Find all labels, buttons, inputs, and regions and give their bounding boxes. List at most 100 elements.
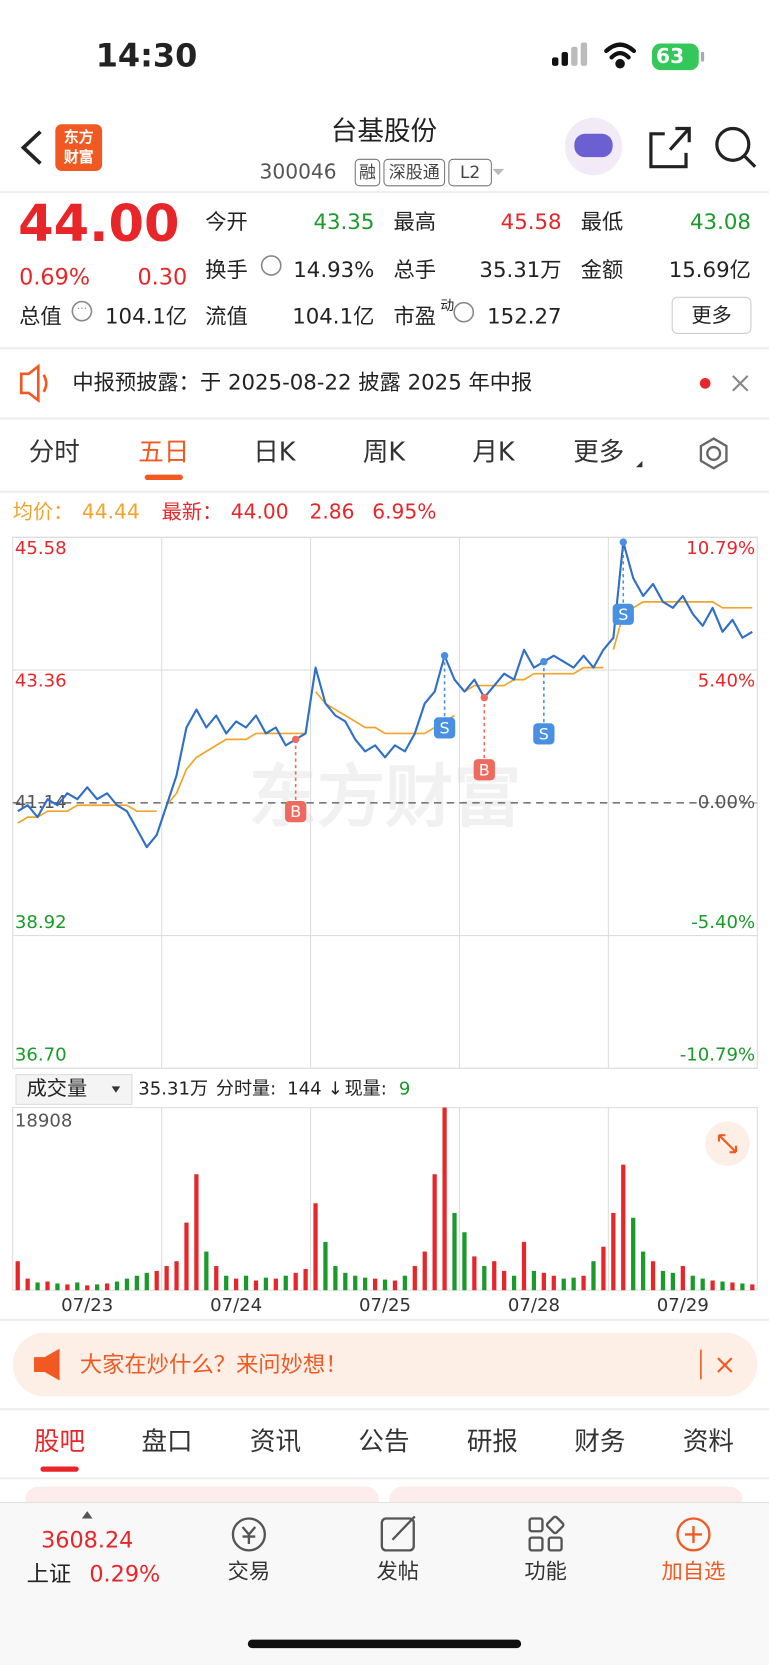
tag: 融: [359, 163, 376, 183]
field-value: 15.69亿: [669, 258, 751, 283]
volume-bar: [164, 1266, 169, 1291]
search-button[interactable]: [715, 126, 757, 168]
volume-bar: [184, 1222, 189, 1291]
volume-bar: [65, 1284, 70, 1291]
period-tab[interactable]: 分时: [29, 437, 80, 467]
volume-bar: [124, 1278, 130, 1291]
battery: [651, 43, 699, 71]
period-tab[interactable]: 更多: [573, 437, 624, 467]
notice-icon: [19, 363, 48, 404]
volume-bar: [372, 1278, 378, 1291]
volume-bar: [631, 1217, 636, 1291]
x-tick-label: 07/25: [359, 1295, 411, 1316]
volume-bar: [402, 1275, 408, 1291]
dropdown-arrow[interactable]: [492, 168, 505, 176]
back-button[interactable]: [20, 130, 42, 165]
volume-bar: [392, 1280, 398, 1291]
volume-title: 成交量: [27, 1076, 88, 1100]
field-label: 今开: [205, 210, 248, 235]
volume-bar: [313, 1203, 318, 1291]
period-tab[interactable]: 五日: [138, 437, 189, 467]
trade-marker[interactable]: [433, 717, 456, 739]
volume-bar: [45, 1281, 50, 1291]
logo[interactable]: [55, 124, 103, 171]
section-tab[interactable]: 财务: [574, 1427, 625, 1457]
more-button[interactable]: [671, 296, 752, 334]
notice-text[interactable]: 中报预披露：于 2025-08-22 披露 2025 年中报: [72, 370, 532, 395]
field-label: 总手: [394, 258, 437, 283]
section-tab[interactable]: 研报: [467, 1427, 518, 1457]
volume-bar: [283, 1275, 288, 1291]
volume-bar: [571, 1277, 576, 1291]
y-tick-label: 36.70: [15, 1045, 67, 1066]
volume-bar: [233, 1278, 239, 1291]
volume-bar: [650, 1261, 656, 1291]
section-tab[interactable]: 资讯: [250, 1427, 301, 1457]
tick-volume: 144: [287, 1079, 321, 1100]
volume-bar: [660, 1270, 666, 1291]
nav-icon: [676, 1517, 711, 1552]
y-tick-label: 45.58: [15, 538, 67, 559]
nav-label[interactable]: 加自选: [662, 1560, 726, 1585]
share-button[interactable]: [649, 126, 691, 169]
section-tab[interactable]: 股吧: [34, 1427, 85, 1457]
period-tab[interactable]: 周K: [363, 437, 407, 467]
section-tab[interactable]: 资料: [683, 1427, 734, 1457]
volume-bar: [95, 1284, 100, 1291]
active-indicator: [40, 1466, 79, 1472]
close-notice[interactable]: [732, 375, 749, 392]
field-label: 换手: [205, 258, 248, 283]
volume-bar: [442, 1107, 447, 1291]
volume-bar: [333, 1266, 338, 1291]
selector-arrow: [111, 1086, 121, 1093]
stock-code: 300046: [260, 160, 337, 184]
volume-bar: [452, 1212, 457, 1291]
trade-point: [480, 693, 489, 702]
hint-icon[interactable]: [260, 255, 282, 276]
volume-bar: [343, 1272, 348, 1291]
settings-button[interactable]: [699, 437, 728, 470]
volume-bar: [353, 1275, 358, 1291]
trade-point: [540, 657, 548, 666]
section-tab[interactable]: 公告: [358, 1427, 409, 1457]
volume-bar: [680, 1266, 685, 1291]
x-tick-label: 07/29: [657, 1295, 709, 1316]
volume-bar: [303, 1268, 308, 1291]
logo-text: 东方: [64, 128, 94, 146]
volume-bar: [55, 1283, 60, 1291]
field-value: 104.1亿: [292, 305, 374, 330]
unread-dot: [699, 378, 711, 389]
summary-value: 44.44: [82, 499, 140, 523]
volume-bar: [412, 1266, 417, 1291]
section-tab[interactable]: 盘口: [141, 1427, 192, 1457]
nav-label[interactable]: 交易: [228, 1560, 271, 1585]
y2-tick-label: 5.40%: [698, 671, 755, 692]
volume-total: 35.31万: [138, 1079, 208, 1100]
volume-bar: [690, 1275, 695, 1291]
nav-label[interactable]: 功能: [524, 1560, 567, 1585]
close-banner[interactable]: [717, 1357, 733, 1373]
ask-banner[interactable]: [12, 1332, 758, 1397]
nav-label[interactable]: 发帖: [377, 1560, 420, 1585]
y-tick-label: 43.36: [15, 671, 67, 692]
field-value: 43.08: [690, 210, 751, 235]
volume-bar: [700, 1278, 705, 1291]
field-label: 最低: [581, 210, 624, 235]
period-tab[interactable]: 日K: [253, 437, 297, 467]
hint-icon[interactable]: [453, 301, 475, 323]
index-value[interactable]: 3608.24: [41, 1527, 133, 1553]
trade-marker[interactable]: [473, 759, 495, 781]
y-tick-label: 18908: [15, 1110, 72, 1131]
hint-icon[interactable]: ···: [71, 300, 93, 322]
trade-marker[interactable]: [533, 723, 555, 745]
average-line: [17, 601, 753, 824]
volume-bar: [581, 1275, 586, 1291]
volume-bar: [154, 1270, 159, 1291]
volume-bar: [293, 1272, 298, 1291]
volume-bar: [174, 1261, 179, 1291]
trade-marker[interactable]: [612, 603, 634, 625]
volume-bar: [114, 1281, 120, 1291]
volume-selector[interactable]: [15, 1074, 133, 1105]
period-tab[interactable]: 月K: [472, 437, 516, 467]
trade-marker[interactable]: [285, 801, 307, 823]
